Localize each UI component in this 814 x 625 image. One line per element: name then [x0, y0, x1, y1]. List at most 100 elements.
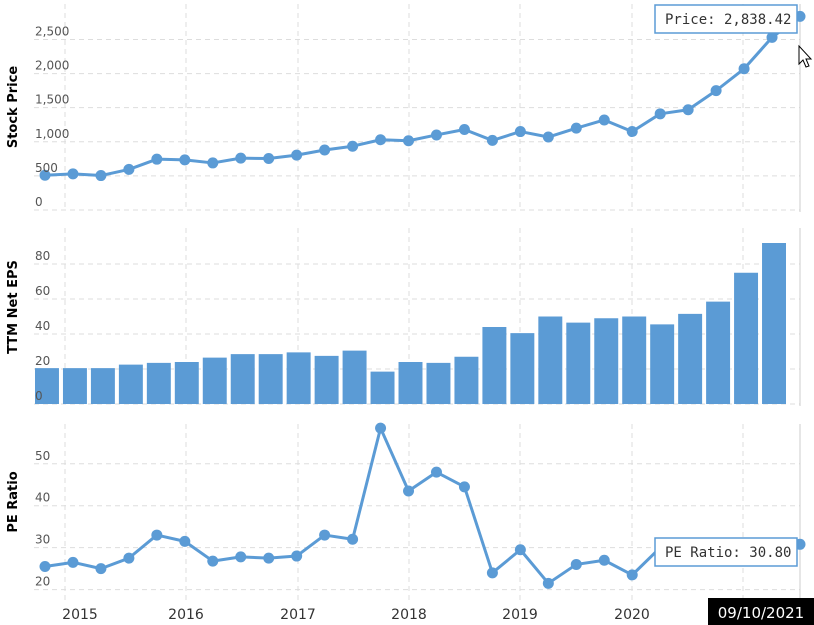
- data-point: [375, 422, 387, 434]
- x-tick-label: 2016: [168, 607, 204, 623]
- data-point: [486, 567, 498, 579]
- y-tick-label: 80: [35, 249, 50, 263]
- y-tick-label: 1,500: [35, 93, 69, 107]
- data-point: [207, 157, 219, 169]
- data-point: [570, 558, 582, 570]
- data-point: [682, 104, 694, 116]
- eps-bar: [566, 322, 591, 404]
- x-tick-label: 2018: [391, 607, 427, 623]
- y-tick-label: 2,500: [35, 24, 69, 38]
- overlay-layer: Price: 2,838.42 PE Ratio: 30.80 09/10/2021: [654, 4, 814, 625]
- mouse-cursor-icon: [798, 44, 813, 68]
- data-point: [430, 466, 442, 478]
- data-point: [263, 552, 275, 564]
- x-tick-label: 2015: [62, 607, 98, 623]
- data-point: [235, 152, 247, 164]
- data-point: [375, 134, 387, 146]
- label-layer: 0 500 1,000 1,500 2,000 2,500 Stock Price 0 20 40…: [6, 24, 650, 623]
- eps-bar: [622, 316, 647, 404]
- grid-layer: [34, 4, 801, 602]
- data-point: [263, 152, 275, 164]
- data-point: [207, 555, 219, 567]
- y-tick-label: 20: [35, 575, 50, 589]
- date-label: 09/10/2021: [718, 604, 804, 622]
- eps-bar: [62, 368, 87, 404]
- data-point: [430, 129, 442, 141]
- series-line: [44, 15, 801, 178]
- data-point: [347, 140, 359, 152]
- eps-bar: [118, 364, 143, 404]
- data-point: [598, 554, 610, 566]
- eps-bar: [538, 316, 563, 404]
- eps-bar: [90, 368, 115, 404]
- y-tick-label: 500: [35, 161, 58, 175]
- eps-bar: [426, 362, 451, 404]
- data-point: [710, 85, 722, 97]
- eps-bar: [650, 324, 675, 404]
- eps-bar: [762, 243, 786, 404]
- eps-bar: [314, 355, 339, 404]
- data-point: [654, 108, 666, 120]
- eps-bar: [342, 350, 367, 404]
- eps-bar: [594, 318, 619, 404]
- date-box: [708, 598, 814, 625]
- y-tick-label: 2,000: [35, 59, 69, 73]
- price-tooltip-box: [654, 4, 798, 34]
- eps-bar: [678, 313, 703, 404]
- data-point: [458, 124, 470, 136]
- y-tick-label: 0: [35, 195, 43, 209]
- marks-layer: [35, 10, 806, 589]
- data-point: [626, 126, 638, 138]
- data-point: [514, 544, 526, 556]
- data-point: [179, 535, 191, 547]
- data-point: [458, 481, 470, 493]
- y-tick-label: 60: [35, 284, 50, 298]
- data-point: [39, 169, 51, 181]
- eps-bar: [706, 301, 731, 404]
- price-tooltip: Price: 2,838.42: [654, 4, 798, 34]
- panel-y-axis-title: Stock Price: [6, 66, 21, 148]
- data-point: [95, 563, 107, 575]
- data-point: [123, 163, 135, 175]
- data-point: [403, 135, 415, 147]
- eps-bar: [258, 354, 283, 404]
- eps-bar: [398, 362, 423, 404]
- y-tick-label: 20: [35, 354, 50, 368]
- pe-tooltip: PE Ratio: 30.80: [654, 537, 798, 567]
- panel-y-axis-title: TTM Net EPS: [6, 260, 21, 354]
- eps-bar: [370, 371, 395, 404]
- data-point: [766, 31, 778, 43]
- eps-bar: [734, 272, 759, 404]
- data-point: [347, 533, 359, 545]
- data-point: [67, 168, 79, 180]
- data-point: [738, 63, 750, 75]
- x-tick-label: 2017: [280, 607, 316, 623]
- data-point: [542, 577, 554, 589]
- data-point: [123, 552, 135, 564]
- data-point: [626, 569, 638, 581]
- y-tick-label: 40: [35, 319, 50, 333]
- data-point: [319, 529, 331, 541]
- eps-bar: [286, 352, 311, 404]
- eps-bar: [146, 362, 171, 404]
- eps-bar: [174, 362, 199, 404]
- y-tick-label: 0: [35, 389, 43, 403]
- data-point: [291, 149, 303, 161]
- data-point: [151, 153, 163, 165]
- data-point: [319, 144, 331, 156]
- data-point: [67, 556, 79, 568]
- y-tick-label: 40: [35, 491, 50, 505]
- x-tick-label: 2020: [614, 607, 650, 623]
- eps-bar: [202, 357, 227, 404]
- data-point: [151, 529, 163, 541]
- data-point: [95, 170, 107, 182]
- y-tick-label: 1,000: [35, 127, 69, 141]
- y-tick-label: 50: [35, 449, 50, 463]
- data-point: [598, 114, 610, 126]
- pe-tooltip-text: PE Ratio: 30.80: [665, 545, 791, 561]
- y-tick-label: 30: [35, 533, 50, 547]
- data-point: [39, 561, 51, 573]
- eps-bar: [35, 368, 59, 404]
- data-point: [291, 550, 303, 562]
